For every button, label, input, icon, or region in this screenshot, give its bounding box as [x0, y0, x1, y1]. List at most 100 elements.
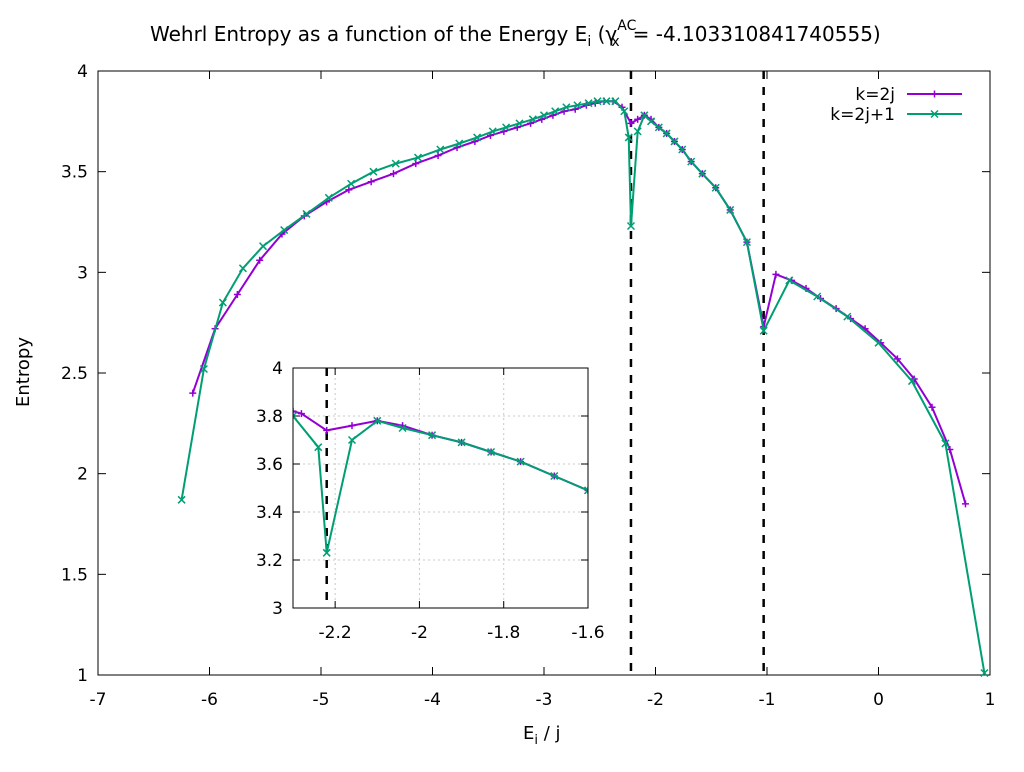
inset-data-point	[398, 423, 407, 433]
x-tick-label: -1	[759, 690, 776, 710]
inset-y-tick-label: 3.2	[256, 551, 283, 571]
x-tick-label: -2	[647, 690, 664, 710]
inset-data-point	[373, 416, 382, 425]
legend-marker	[931, 90, 938, 98]
x-tick-label: 0	[873, 690, 884, 710]
data-point	[189, 389, 197, 397]
data-point	[502, 123, 511, 132]
inset-border	[292, 367, 589, 609]
main-plot-area: -7 -6 -5 -4 -3 -2 -1 0 1 1 1.5 2 2.5 3 3.5 4	[61, 62, 995, 710]
inset-data-point	[323, 426, 331, 434]
inset-background	[293, 368, 588, 608]
data-point	[473, 133, 482, 142]
data-point	[907, 377, 916, 386]
data-point	[389, 170, 397, 178]
inset-x-tick-label: -2	[411, 623, 428, 643]
data-point	[742, 238, 751, 247]
inset-data-point	[487, 447, 496, 457]
inset-y-tick-label: 3.8	[256, 407, 283, 427]
inset-series-group	[293, 407, 588, 557]
inset-data-point	[550, 471, 559, 481]
data-point	[772, 270, 780, 278]
inset-y-tick-label: 3.6	[256, 455, 283, 475]
x-tick-label: -5	[313, 690, 330, 710]
inset-data-point	[428, 431, 437, 440]
data-point	[711, 183, 720, 192]
data-point	[874, 338, 883, 347]
x-axis-label-sub: i	[534, 733, 538, 748]
data-point	[662, 129, 671, 138]
data-point	[488, 127, 497, 136]
inset-data-point	[322, 548, 331, 557]
chart-title: Wehrl Entropy as a function of the Energ…	[150, 18, 881, 50]
data-point	[593, 97, 602, 106]
data-point	[726, 205, 735, 214]
data-point	[785, 276, 794, 285]
data-point	[573, 101, 582, 110]
data-point	[961, 500, 969, 508]
data-point	[941, 439, 950, 448]
y-tick-label: 2	[77, 465, 88, 485]
inset-y-tick-label: 3.4	[256, 503, 283, 523]
legend-label: k=2j+1	[830, 105, 895, 125]
data-point	[602, 97, 611, 106]
data-point	[391, 159, 400, 168]
inset-y-tick-label: 3	[272, 599, 283, 619]
x-axis-label-rest: / j	[538, 723, 561, 744]
legend: k=2jk=2j+1	[830, 85, 962, 125]
y-tick-label: 1.5	[61, 565, 88, 585]
data-point	[413, 153, 423, 162]
legend-marker	[930, 109, 939, 119]
chart-title-sup: AC	[617, 18, 636, 34]
data-point	[199, 364, 208, 374]
inset-data-point	[516, 457, 525, 466]
y-tick-label: 2.5	[61, 364, 88, 384]
data-point	[258, 242, 268, 251]
data-point	[434, 152, 442, 160]
data-point	[627, 119, 635, 127]
inset-x-tick-label: -1.8	[487, 623, 520, 643]
x-tick-label: -7	[90, 690, 107, 710]
x-tick-label: -3	[536, 690, 553, 710]
y-axis-label: Entropy	[13, 337, 34, 407]
data-point	[611, 97, 620, 106]
inset-data-point	[583, 486, 588, 495]
inset-data-point	[347, 435, 357, 445]
inset-x-tick-label: -2.2	[319, 623, 352, 643]
inset-data-point	[457, 438, 466, 447]
data-point	[455, 139, 464, 148]
x-tick-label: -4	[424, 690, 441, 710]
data-point	[620, 107, 629, 116]
data-point	[218, 298, 227, 307]
inset-data-point	[293, 407, 297, 415]
x-tick-label: 1	[985, 690, 996, 710]
data-point	[893, 355, 901, 363]
y-tick-label: 3.5	[61, 163, 88, 183]
chart-title-paren: (	[591, 22, 605, 46]
legend-label: k=2j	[855, 85, 895, 105]
chart-title-subx: x	[611, 34, 619, 50]
data-point	[624, 133, 633, 142]
data-point	[633, 127, 642, 136]
y-tick-label: 1	[77, 666, 88, 686]
chart-title-sub-i: i	[587, 34, 591, 50]
data-point	[843, 312, 852, 321]
data-point	[759, 326, 768, 335]
data-point	[946, 446, 954, 454]
data-point	[670, 137, 679, 146]
inset-data-point	[314, 443, 323, 452]
data-point	[233, 290, 241, 298]
inset-series-line-k2j1	[293, 415, 588, 554]
data-point	[539, 111, 549, 120]
data-point	[412, 160, 420, 168]
data-point	[551, 107, 560, 116]
inset-plot-area: -2.2 -2 -1.8 -1.6 3 3.2 3.4 3.6 3.8 4	[256, 359, 605, 643]
data-point	[647, 117, 656, 126]
y-tick-label: 3	[77, 263, 88, 283]
x-axis-label-main: E	[523, 723, 534, 744]
data-point	[369, 167, 378, 176]
data-point	[238, 264, 247, 273]
inset-data-point	[293, 411, 298, 421]
data-point	[640, 111, 649, 120]
